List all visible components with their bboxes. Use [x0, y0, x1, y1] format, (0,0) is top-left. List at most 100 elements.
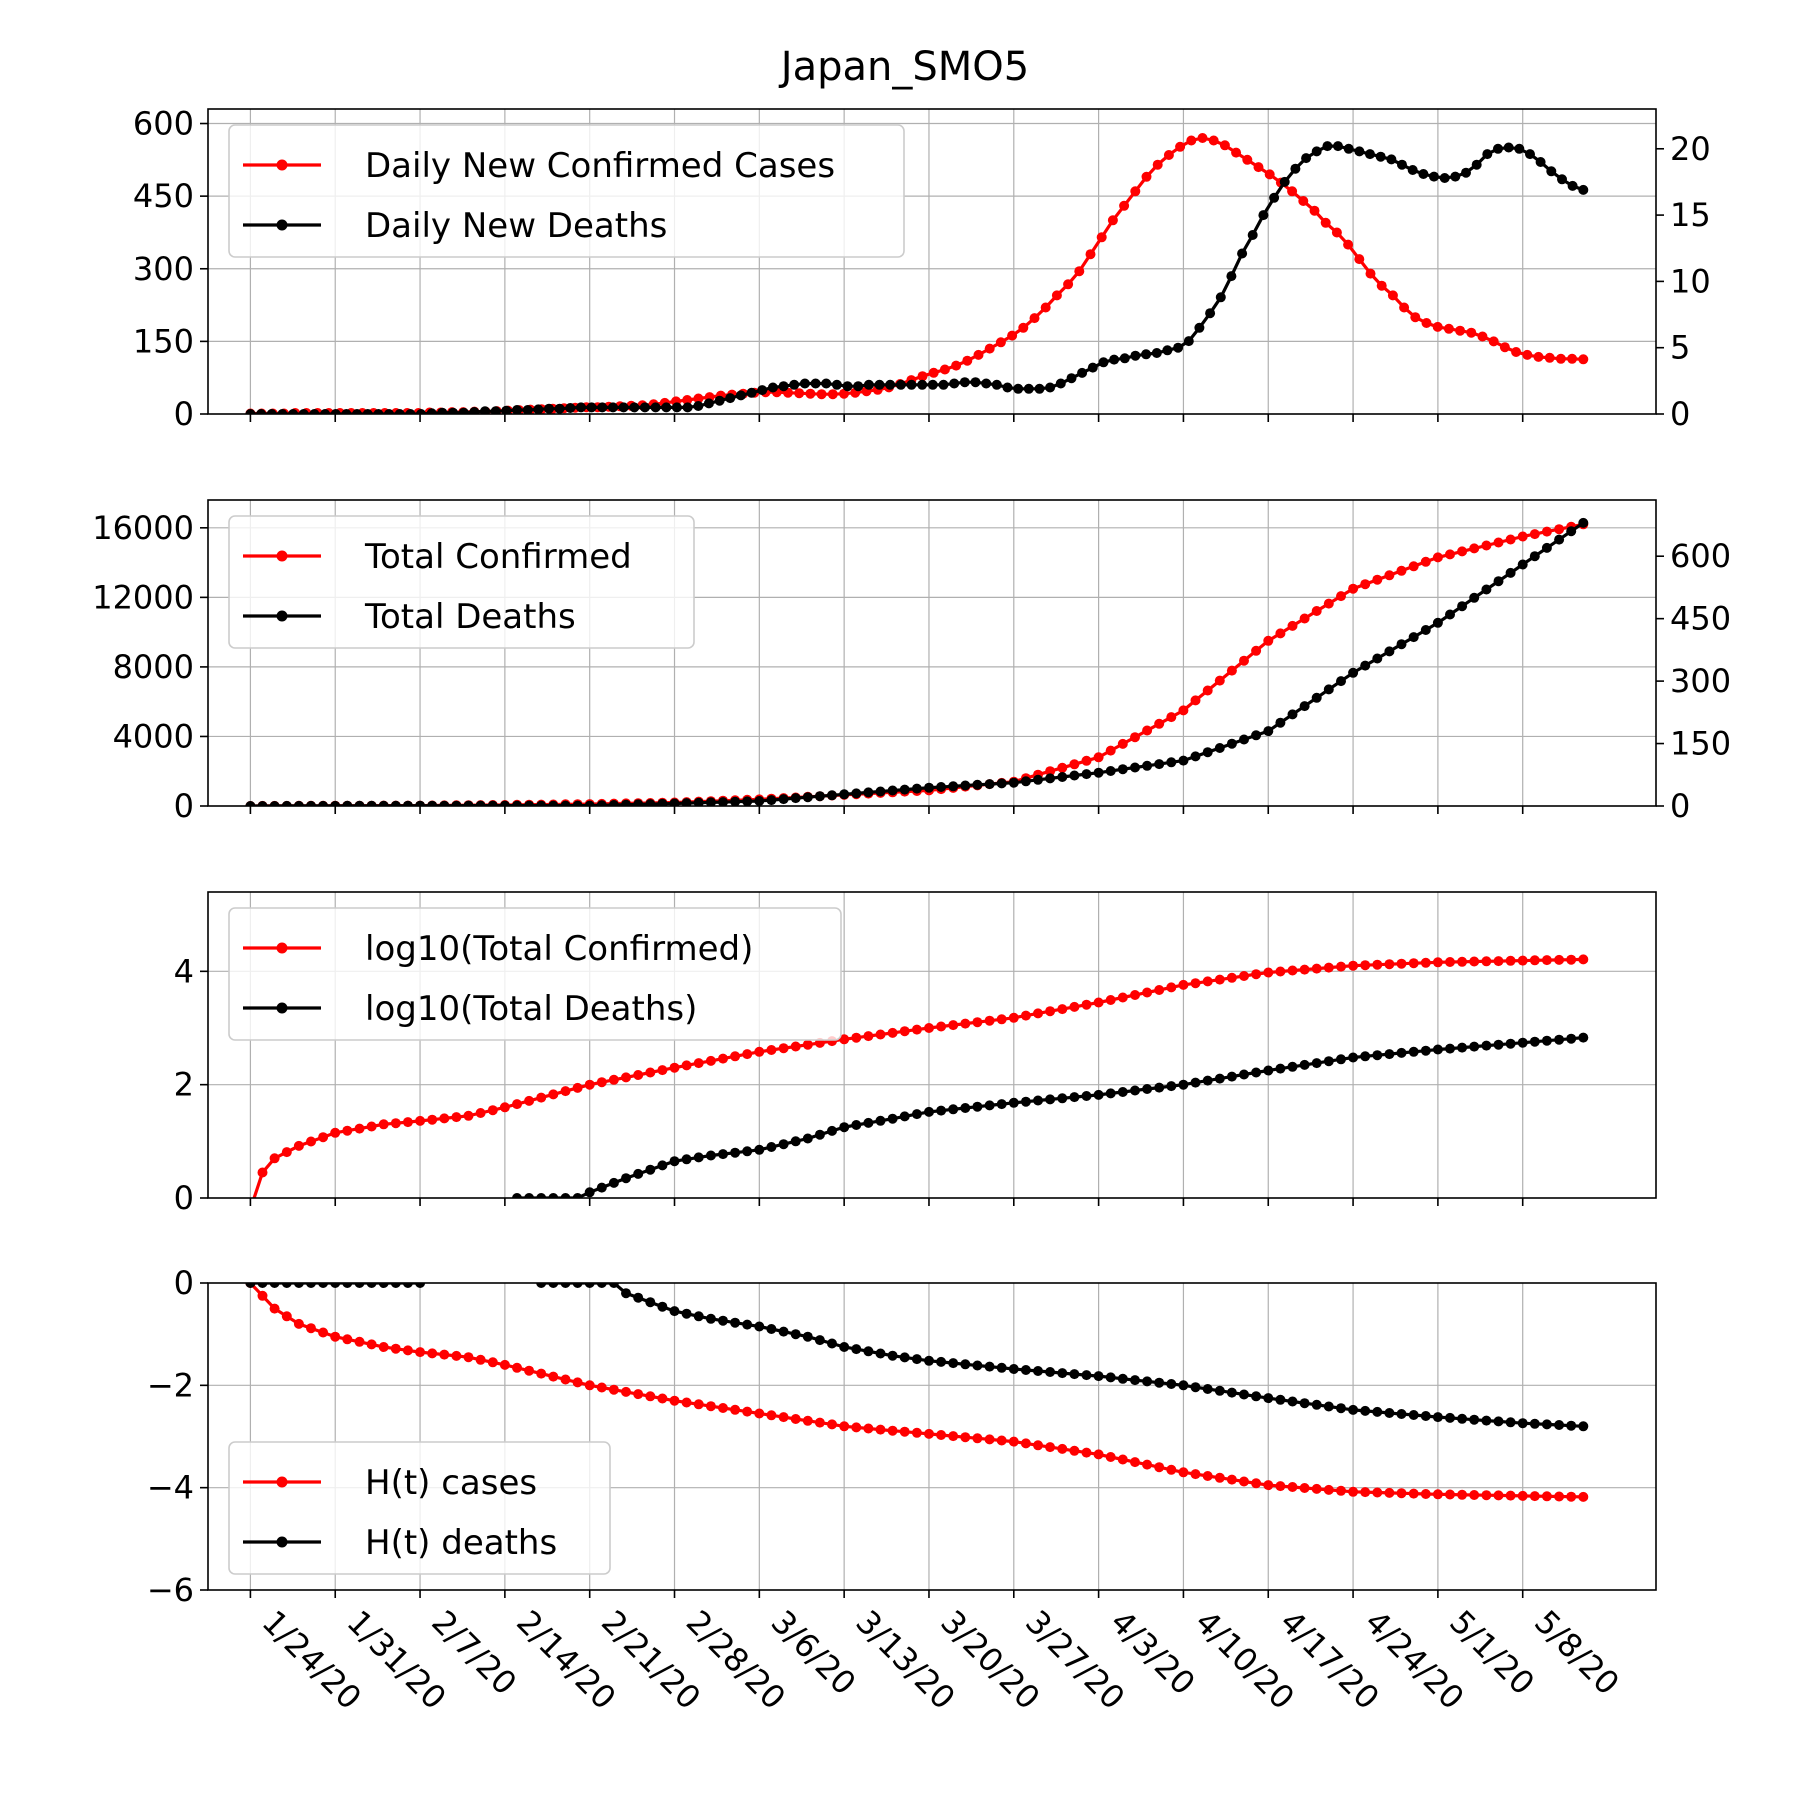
data-point: [863, 379, 874, 390]
data-point: [415, 1347, 426, 1358]
data-point: [790, 1041, 801, 1052]
data-point: [475, 800, 486, 806]
data-point: [887, 1350, 898, 1361]
data-point: [669, 1062, 680, 1073]
data-point: [1493, 1416, 1504, 1427]
data-point: [1541, 1491, 1552, 1502]
gridlines: [208, 1283, 1656, 1590]
data-point: [960, 1018, 971, 1029]
data-point: [576, 402, 586, 413]
legend-swatch-marker: [276, 1476, 288, 1488]
legend-item: Daily New Deaths: [243, 206, 667, 246]
data-point: [269, 801, 280, 806]
data-point: [1445, 1412, 1455, 1423]
data-point: [827, 790, 837, 801]
data-point: [548, 1193, 559, 1198]
data-point: [1045, 382, 1056, 393]
data-point: [1566, 1033, 1577, 1044]
data-point: [1093, 1371, 1104, 1382]
data-point: [984, 1361, 995, 1372]
data-point: [621, 1386, 631, 1397]
data-point: [633, 1292, 644, 1303]
y-tick-label: 12000: [92, 578, 194, 616]
data-point: [1554, 534, 1565, 545]
data-point: [1205, 308, 1216, 319]
data-point: [1020, 1096, 1031, 1107]
data-point: [1566, 526, 1577, 537]
data-point: [1348, 1052, 1359, 1063]
data-point: [842, 381, 853, 392]
data-point: [257, 1167, 268, 1178]
data-point: [1517, 955, 1528, 966]
data-point: [681, 1060, 692, 1071]
series-log10-total-deaths: [512, 1032, 1589, 1198]
data-point: [730, 1147, 741, 1158]
data-point: [924, 782, 934, 793]
data-point: [1331, 227, 1342, 238]
data-point: [1493, 537, 1504, 548]
data-point: [939, 364, 950, 375]
data-point: [342, 1334, 353, 1345]
data-point: [927, 379, 938, 390]
data-point: [742, 1049, 753, 1060]
data-point: [681, 1397, 692, 1408]
data-point: [1214, 1073, 1225, 1084]
data-point: [1493, 956, 1504, 967]
data-point: [1190, 1382, 1201, 1393]
data-point: [790, 1329, 801, 1340]
data-point: [1429, 171, 1439, 182]
data-point: [1202, 976, 1213, 987]
data-point: [1505, 534, 1516, 545]
legend-label: log10(Total Confirmed): [365, 929, 753, 969]
data-point: [1141, 171, 1152, 182]
data-point: [281, 1311, 292, 1322]
data-point: [608, 800, 619, 806]
data-point: [1457, 1489, 1468, 1500]
data-point: [560, 1374, 571, 1385]
data-point: [746, 387, 757, 398]
plot-area: [245, 1283, 1589, 1502]
data-point: [790, 1136, 801, 1147]
data-point: [1432, 957, 1443, 968]
data-point: [984, 779, 995, 790]
data-point: [1057, 1093, 1068, 1104]
data-point: [766, 795, 777, 806]
data-point: [1384, 646, 1395, 657]
data-point: [810, 378, 821, 389]
data-point: [1384, 570, 1395, 581]
data-point: [1529, 1491, 1540, 1502]
data-point: [596, 1182, 607, 1193]
data-point: [705, 797, 716, 806]
data-point: [766, 1045, 777, 1055]
data-point: [1033, 1366, 1043, 1376]
data-point: [1469, 1414, 1480, 1425]
data-point: [1178, 705, 1189, 716]
data-point: [512, 1099, 522, 1110]
data-point: [1544, 352, 1555, 363]
data-point: [1040, 302, 1051, 313]
data-point: [799, 378, 810, 389]
data-point: [1105, 745, 1116, 756]
data-point: [463, 1352, 474, 1363]
data-point: [402, 800, 413, 806]
data-point: [1455, 325, 1466, 336]
data-point: [309, 409, 320, 414]
series-line: [513, 1036, 1584, 1198]
data-point: [1033, 1008, 1043, 1019]
data-point: [1151, 348, 1162, 358]
legend-swatch-marker: [276, 1002, 288, 1014]
data-point: [1320, 217, 1331, 228]
axes-frame: [207, 1282, 1657, 1591]
data-point: [1287, 620, 1298, 631]
data-point: [754, 1046, 765, 1057]
data-point: [1418, 169, 1429, 179]
data-point: [354, 800, 365, 806]
data-point: [754, 1144, 765, 1155]
data-point: [1408, 1488, 1419, 1499]
data-point: [682, 395, 693, 405]
data-point: [318, 1327, 329, 1338]
data-point: [1360, 660, 1371, 671]
legend-label: Daily New Deaths: [365, 206, 667, 246]
data-point: [1396, 565, 1407, 576]
data-point: [1555, 353, 1566, 364]
